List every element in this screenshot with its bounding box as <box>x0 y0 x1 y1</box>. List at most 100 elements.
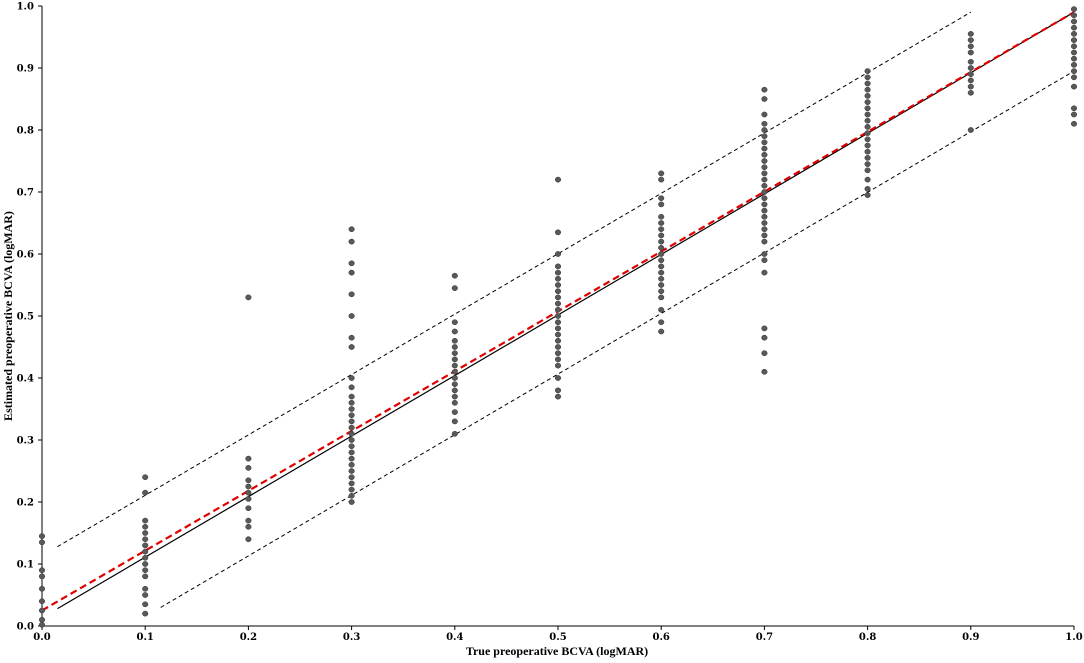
data-point <box>761 251 768 257</box>
x-tick-label: 0.4 <box>446 632 463 643</box>
y-tick-label: 1.0 <box>17 2 34 13</box>
data-point <box>142 567 149 574</box>
data-point <box>348 424 355 431</box>
data-point <box>658 294 665 301</box>
data-point <box>1070 55 1078 62</box>
data-point <box>761 207 768 214</box>
data-point <box>142 561 149 567</box>
data-point <box>761 226 768 233</box>
data-point <box>245 505 252 512</box>
data-point <box>451 430 458 437</box>
data-point <box>348 499 355 505</box>
data-point <box>348 406 355 412</box>
data-point <box>348 418 355 425</box>
data-point <box>348 260 355 267</box>
data-point <box>761 120 768 127</box>
data-point <box>864 142 871 149</box>
data-point <box>348 430 355 437</box>
data-point <box>348 334 355 341</box>
data-point <box>864 74 871 81</box>
x-tick-label: 0.3 <box>343 632 360 643</box>
x-tick-label: 0.6 <box>652 632 669 643</box>
data-point <box>967 43 974 50</box>
y-axis-title: Estimated preoperative BCVA (logMAR) <box>1 211 15 421</box>
data-point <box>1070 18 1078 25</box>
data-point <box>451 272 458 279</box>
data-point <box>554 269 562 276</box>
y-tick-label: 0.9 <box>17 64 34 75</box>
data-point <box>142 489 149 496</box>
data-point <box>761 257 768 264</box>
data-point <box>245 294 252 301</box>
data-point <box>451 344 458 350</box>
data-point <box>142 573 149 580</box>
data-point <box>967 49 974 56</box>
data-point <box>554 393 562 400</box>
data-point <box>554 331 562 338</box>
data-point <box>451 356 458 363</box>
data-point <box>1070 6 1078 12</box>
axes <box>38 5 1075 630</box>
data-point <box>245 489 252 496</box>
data-point <box>967 127 974 133</box>
data-point <box>142 554 149 561</box>
y-tick-label: 0.6 <box>17 250 34 261</box>
x-tick-label: 0.1 <box>136 632 153 643</box>
data-point <box>348 393 355 400</box>
data-points <box>38 6 1078 628</box>
data-point <box>1070 31 1078 37</box>
limit-line <box>57 11 972 548</box>
data-point <box>658 251 665 257</box>
data-point <box>451 285 458 291</box>
data-point <box>761 182 768 189</box>
data-point <box>967 58 974 65</box>
data-point <box>864 93 871 99</box>
x-tick-label: 0.7 <box>756 632 773 643</box>
data-point <box>38 607 46 614</box>
data-point <box>554 362 562 369</box>
data-point <box>451 337 458 344</box>
data-point <box>348 313 355 319</box>
data-point <box>761 189 768 195</box>
data-point <box>245 465 252 471</box>
data-point <box>864 124 871 130</box>
data-point <box>348 269 355 276</box>
x-tick-label: 0.0 <box>33 632 50 643</box>
data-point <box>864 68 871 74</box>
data-point <box>1070 120 1078 127</box>
data-point <box>761 139 768 146</box>
data-point <box>245 523 252 530</box>
data-point <box>1070 68 1078 74</box>
limit-line <box>160 70 1075 608</box>
data-point <box>864 161 871 167</box>
data-point <box>761 325 768 332</box>
data-point <box>451 399 458 406</box>
data-point <box>142 610 149 617</box>
data-point <box>348 375 355 381</box>
data-point <box>967 77 974 84</box>
data-point <box>348 455 355 462</box>
data-point <box>554 176 562 183</box>
data-point <box>451 368 458 375</box>
data-point <box>761 96 768 102</box>
data-point <box>142 530 149 536</box>
data-point <box>38 533 46 539</box>
data-point <box>1070 24 1078 31</box>
data-point <box>554 344 562 350</box>
data-point <box>967 71 974 78</box>
data-point <box>245 477 252 484</box>
x-tick-label: 0.2 <box>240 632 257 643</box>
data-point <box>1070 49 1078 56</box>
data-point <box>554 387 562 394</box>
x-tick-label: 0.5 <box>549 632 566 643</box>
data-point <box>1070 43 1078 50</box>
data-point <box>348 384 355 391</box>
data-point <box>554 375 562 381</box>
data-point <box>658 213 665 220</box>
data-point <box>554 300 562 307</box>
data-point <box>864 80 871 87</box>
data-point <box>142 601 149 608</box>
data-point <box>348 474 355 481</box>
data-point <box>864 186 871 192</box>
data-point <box>1070 12 1078 19</box>
